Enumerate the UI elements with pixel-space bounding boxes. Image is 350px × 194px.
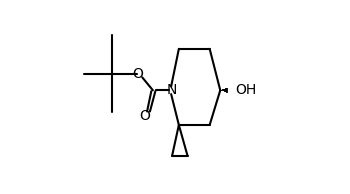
Text: N: N bbox=[167, 83, 177, 97]
Text: OH: OH bbox=[236, 83, 257, 97]
Text: O: O bbox=[140, 109, 150, 123]
Text: O: O bbox=[132, 67, 143, 81]
